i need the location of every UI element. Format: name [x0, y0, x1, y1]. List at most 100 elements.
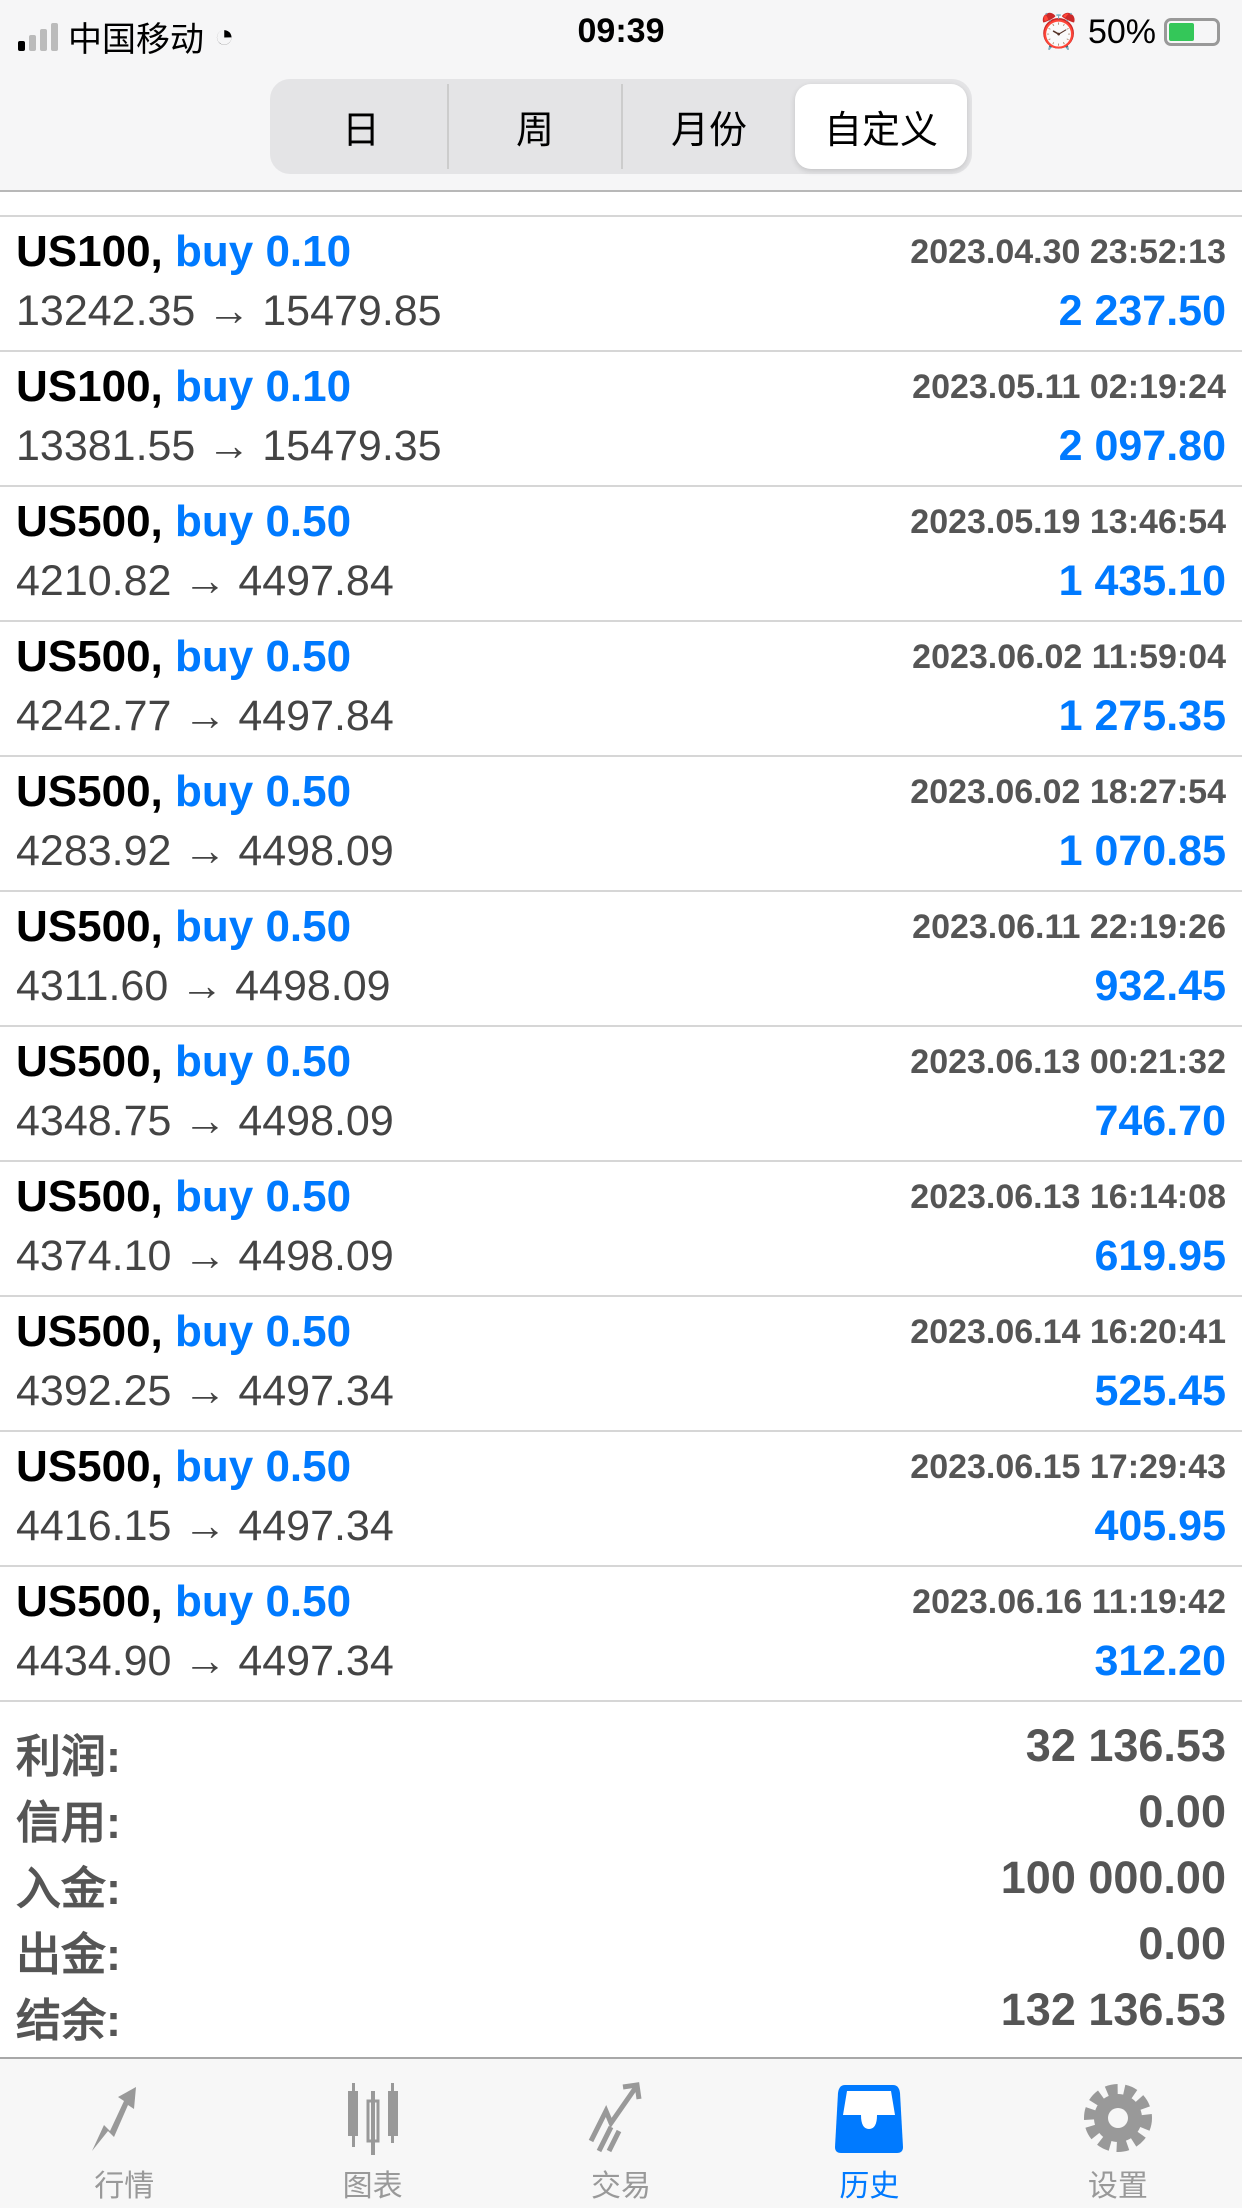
wifi-icon: ◔	[214, 17, 235, 55]
deal-side: buy 0.50	[175, 497, 352, 546]
trade-trend-icon	[588, 2082, 642, 2153]
deal-profit: 312.20	[1094, 1637, 1226, 1685]
deal-time: 2023.06.15 17:29:43	[910, 1448, 1226, 1486]
deal-row[interactable]: US500, buy 0.50 2023.06.16 11:19:42 4434…	[0, 1565, 1242, 1700]
deal-row[interactable]: US500, buy 0.50 2023.05.19 13:46:54 4210…	[0, 485, 1242, 620]
deal-side: buy 0.50	[175, 632, 352, 681]
deal-profit: 525.45	[1094, 1367, 1226, 1415]
tab-week[interactable]: 周	[449, 84, 623, 169]
deal-time: 2023.06.13 00:21:32	[910, 1043, 1226, 1081]
deal-prices: 4434.90 → 4497.34	[16, 1637, 394, 1685]
nav-settings[interactable]: 设置	[994, 2059, 1242, 2208]
deal-time: 2023.06.11 22:19:26	[912, 908, 1226, 946]
deal-time: 2023.06.02 18:27:54	[910, 773, 1226, 811]
period-segmented-control: 日 周 月份 自定义	[270, 79, 972, 174]
nav-quotes[interactable]: 行情	[0, 2059, 248, 2208]
deal-prices: 4210.82 → 4497.84	[16, 557, 394, 605]
deal-row[interactable]: US500, buy 0.50 2023.06.13 16:14:08 4374…	[0, 1160, 1242, 1295]
summary-value: 100 000.00	[1000, 1852, 1226, 1903]
summary-label: 信用:	[16, 1797, 121, 1848]
deal-row[interactable]: US500, buy 0.50 2023.06.02 11:59:04 4242…	[0, 620, 1242, 755]
nav-label: 历史	[839, 2170, 900, 2203]
battery-percent: 50%	[1087, 12, 1156, 51]
deal-prices: 13381.55 → 15479.35	[16, 422, 442, 470]
deal-side: buy 0.50	[175, 767, 352, 816]
deal-symbol: US500, buy 0.50	[16, 497, 352, 546]
deal-row[interactable]: US500, buy 0.50 2023.06.14 16:20:41 4392…	[0, 1295, 1242, 1430]
quotes-arrows-icon	[92, 2087, 137, 2151]
deal-prices: 4416.15 → 4497.34	[16, 1502, 394, 1550]
deal-side: buy 0.50	[175, 1577, 352, 1626]
battery-icon	[1164, 18, 1220, 46]
deal-profit: 746.70	[1094, 1097, 1226, 1145]
summary-line: 结余: 132 136.53	[0, 1984, 1242, 2050]
deal-row[interactable]: US100, buy 0.10 2023.05.11 02:19:24 1338…	[0, 350, 1242, 485]
deal-prices: 13242.35 → 15479.85	[16, 287, 442, 335]
deal-row[interactable]: US500, buy 0.50 2023.06.11 22:19:26 4311…	[0, 890, 1242, 1025]
nav-chart[interactable]: 图表	[248, 2059, 496, 2208]
carrier: 中国移动	[68, 21, 204, 59]
tab-custom[interactable]: 自定义	[795, 84, 967, 169]
deal-profit: 405.95	[1094, 1502, 1226, 1550]
nav-label: 行情	[94, 2170, 155, 2203]
deal-symbol: US500, buy 0.50	[16, 902, 352, 951]
signal-icon	[18, 22, 58, 51]
summary-value: 0.00	[1138, 1786, 1226, 1837]
deal-time: 2023.05.11 02:19:24	[912, 368, 1226, 406]
deal-profit: 2 237.50	[1058, 287, 1226, 335]
clock: 09:39	[577, 12, 665, 50]
summary-value: 132 136.53	[1000, 1984, 1226, 2035]
nav-label: 交易	[591, 2170, 652, 2203]
summary-label: 入金:	[16, 1863, 121, 1914]
deal-symbol: US100, buy 0.10	[16, 227, 352, 276]
deal-prices: 4348.75 → 4498.09	[16, 1097, 394, 1145]
deal-prices: 4283.92 → 4498.09	[16, 827, 394, 875]
status-bar: 中国移动 ◔ 09:39 ⏰ 50%	[0, 0, 1242, 64]
deal-row[interactable]: US500, buy 0.50 2023.06.02 18:27:54 4283…	[0, 755, 1242, 890]
deal-symbol: US500, buy 0.50	[16, 1172, 352, 1221]
deal-symbol: US500, buy 0.50	[16, 1442, 352, 1491]
summary-line: 入金: 100 000.00	[0, 1852, 1242, 1918]
deal-prices: 4392.25 → 4497.34	[16, 1367, 394, 1415]
deal-prices: 4242.77 → 4497.84	[16, 692, 394, 740]
deal-side: buy 0.50	[175, 1172, 352, 1221]
deal-time: 2023.06.13 16:14:08	[910, 1178, 1226, 1216]
deal-side: buy 0.50	[175, 1307, 352, 1356]
deal-prices: 4311.60 → 4498.09	[16, 962, 391, 1010]
summary: 利润: 32 136.53 信用: 0.00 入金: 100 000.00 出金: 0.00 结…	[0, 1700, 1242, 2050]
deal-profit: 1 070.85	[1058, 827, 1226, 875]
deal-symbol: US100, buy 0.10	[16, 362, 352, 411]
deal-profit: 932.45	[1094, 962, 1226, 1010]
header: 日 周 月份 自定义	[0, 64, 1242, 192]
deal-profit: 1 275.35	[1058, 692, 1226, 740]
deal-side: buy 0.50	[175, 1442, 352, 1491]
nav-history[interactable]: 历史	[745, 2059, 993, 2208]
deal-profit: 619.95	[1094, 1232, 1226, 1280]
summary-label: 出金:	[16, 1929, 121, 1980]
deal-row[interactable]: US500, buy 0.50 2023.06.15 17:29:43 4416…	[0, 1430, 1242, 1565]
summary-value: 32 136.53	[1025, 1720, 1226, 1771]
deal-side: buy 0.50	[175, 902, 352, 951]
deal-symbol: US500, buy 0.50	[16, 1577, 352, 1626]
deal-row[interactable]: US100, buy 0.10 2023.04.30 23:52:13 1324…	[0, 215, 1242, 350]
nav-label: 设置	[1087, 2170, 1148, 2203]
alarm-icon: ⏰	[1037, 13, 1080, 51]
deal-symbol: US500, buy 0.50	[16, 1307, 352, 1356]
nav-trade[interactable]: 交易	[497, 2059, 745, 2208]
deal-list[interactable]: US100, buy 0.10 2023.04.30 23:52:13 1324…	[0, 215, 1242, 1700]
deal-symbol: US500, buy 0.50	[16, 1037, 352, 1086]
tab-day[interactable]: 日	[275, 84, 449, 169]
tab-month[interactable]: 月份	[670, 110, 747, 152]
summary-label: 结余:	[16, 1995, 121, 2046]
history-inbox-icon	[835, 2085, 904, 2153]
deal-row[interactable]: US500, buy 0.50 2023.06.13 00:21:32 4348…	[0, 1025, 1242, 1160]
deal-symbol: US500, buy 0.50	[16, 767, 352, 816]
deal-prices: 4374.10 → 4498.09	[16, 1232, 394, 1280]
deal-time: 2023.06.02 11:59:04	[912, 638, 1226, 676]
deal-time: 2023.06.16 11:19:42	[912, 1583, 1226, 1621]
nav-label: 图表	[342, 2170, 403, 2203]
summary-line: 利润: 32 136.53	[0, 1720, 1242, 1786]
summary-line: 信用: 0.00	[0, 1786, 1242, 1852]
deal-profit: 2 097.80	[1058, 422, 1226, 470]
gear-icon	[1083, 2084, 1152, 2152]
